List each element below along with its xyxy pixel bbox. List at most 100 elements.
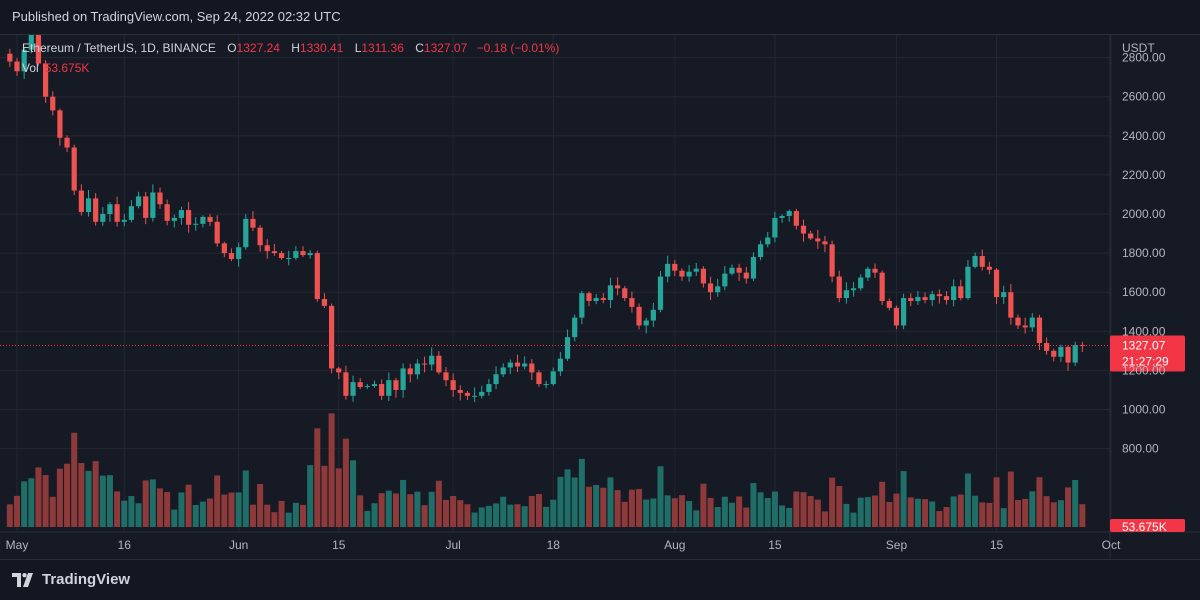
volume-bar bbox=[807, 496, 814, 527]
candle-body bbox=[214, 221, 220, 244]
tradingview-logo[interactable]: TradingView bbox=[12, 571, 130, 588]
volume-bar bbox=[56, 468, 63, 527]
y-tick-label: 1600.00 bbox=[1122, 285, 1166, 299]
candle-body bbox=[679, 270, 685, 277]
candle-body bbox=[922, 297, 928, 301]
volume-bar bbox=[793, 491, 800, 527]
candle-body bbox=[128, 206, 134, 220]
candle-body bbox=[178, 210, 185, 218]
candle-body bbox=[1001, 292, 1007, 298]
candle-body bbox=[421, 363, 428, 365]
candle-body bbox=[1022, 325, 1028, 328]
x-tick-label: 16 bbox=[118, 538, 132, 552]
volume-bar bbox=[114, 491, 121, 527]
volume-bar bbox=[178, 492, 185, 527]
candle-body bbox=[207, 216, 213, 222]
candle-body bbox=[1058, 346, 1064, 357]
volume-bar bbox=[92, 461, 99, 527]
volume-bar bbox=[979, 502, 986, 527]
volume-bar bbox=[636, 488, 643, 527]
volume-bar bbox=[693, 510, 700, 527]
candle-body bbox=[936, 294, 942, 297]
candle-body bbox=[958, 286, 964, 299]
candle-body bbox=[7, 53, 13, 62]
candle-body bbox=[50, 96, 56, 111]
volume-bar bbox=[950, 496, 957, 527]
volume-bar bbox=[543, 506, 550, 527]
volume-bar bbox=[257, 484, 264, 527]
volume-bar bbox=[328, 413, 335, 527]
volume-bar bbox=[357, 495, 364, 527]
candle-body bbox=[879, 272, 885, 301]
volume-bar bbox=[485, 505, 492, 527]
volume-bar bbox=[557, 476, 564, 527]
candle-body bbox=[64, 137, 70, 148]
candle-body bbox=[965, 266, 971, 299]
candle-body bbox=[57, 110, 63, 138]
y-tick-label: 2400.00 bbox=[1122, 129, 1166, 143]
candle-body bbox=[336, 368, 342, 373]
volume-bar bbox=[321, 465, 328, 527]
volume-bar bbox=[64, 463, 71, 527]
volume-bar bbox=[800, 492, 807, 527]
candle-body bbox=[264, 245, 270, 252]
volume-bar bbox=[435, 480, 442, 527]
volume-bar bbox=[421, 505, 428, 527]
candlestick-chart[interactable]: 1327.07 21:27:29 53.675K 800.00 1000.00 1200… bbox=[0, 35, 1200, 559]
candle-body bbox=[622, 288, 628, 299]
volume-bar bbox=[464, 504, 471, 527]
candle-body bbox=[1079, 344, 1085, 346]
candle-body bbox=[693, 268, 699, 272]
last-price-badge bbox=[1110, 335, 1185, 372]
candle-body bbox=[536, 372, 542, 385]
candle-body bbox=[371, 384, 378, 387]
volume-bar bbox=[407, 494, 414, 527]
overlay-layer: 1327.07 21:27:29 53.675K bbox=[0, 335, 1185, 534]
y-tick-label: 1200.00 bbox=[1122, 363, 1166, 377]
candle-body bbox=[779, 215, 785, 218]
candle-body bbox=[450, 380, 456, 390]
volume-bar bbox=[1057, 500, 1064, 527]
volume-bar bbox=[335, 468, 342, 527]
volume-bar bbox=[943, 507, 950, 527]
volume-bar bbox=[364, 510, 371, 527]
volume-bar bbox=[757, 492, 764, 527]
volume-bar bbox=[350, 460, 357, 527]
symbol-label[interactable]: Ethereum / TetherUS, 1D, BINANCE bbox=[22, 41, 216, 55]
candle-body bbox=[100, 214, 106, 222]
volume-bar bbox=[743, 507, 750, 527]
candle-body bbox=[686, 271, 692, 277]
volume-bar bbox=[1065, 487, 1072, 527]
volume-bar bbox=[171, 509, 178, 527]
volume-bar bbox=[85, 470, 92, 527]
volume-bar bbox=[314, 428, 321, 527]
candle-body bbox=[143, 196, 149, 218]
open-value: 1327.24 bbox=[236, 41, 280, 55]
candle-body bbox=[71, 147, 77, 191]
candle-body bbox=[257, 227, 263, 246]
candle-body bbox=[572, 317, 578, 338]
candle-body bbox=[636, 306, 642, 326]
high-label: H bbox=[291, 41, 300, 55]
volume-bar bbox=[385, 490, 392, 527]
volume-bar bbox=[578, 458, 585, 527]
candle-body bbox=[729, 267, 735, 274]
candle-body bbox=[236, 247, 242, 259]
chart-frame[interactable]: 1327.07 21:27:29 53.675K 800.00 1000.00 1200… bbox=[0, 34, 1200, 560]
candle-body bbox=[250, 218, 256, 228]
volume-bar bbox=[1015, 500, 1021, 527]
volume-bar bbox=[300, 504, 306, 527]
candle-body bbox=[278, 253, 285, 258]
legend: Ethereum / TetherUS, 1D, BINANCE O1327.2… bbox=[22, 41, 559, 55]
candle-body bbox=[457, 389, 463, 393]
volume-bar bbox=[843, 503, 850, 527]
candle-body bbox=[829, 244, 835, 277]
volume-bar bbox=[378, 493, 385, 527]
volume-bar bbox=[221, 494, 228, 527]
volume-bar bbox=[643, 499, 650, 527]
candle-body bbox=[1065, 346, 1071, 363]
candle-body bbox=[543, 384, 549, 386]
candle-body bbox=[486, 384, 492, 392]
volume-label[interactable]: Vol bbox=[22, 61, 39, 75]
volume-bar bbox=[750, 483, 757, 527]
